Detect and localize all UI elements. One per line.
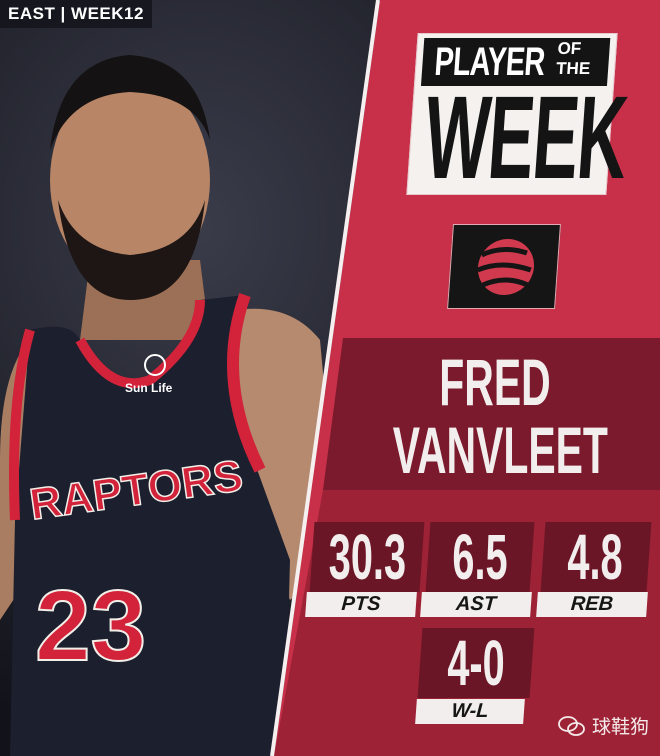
watermark: 球鞋狗 — [558, 712, 649, 739]
stat-value-pts: 30.3 — [328, 521, 407, 593]
wechat-icon — [558, 715, 585, 736]
raptors-logo — [447, 224, 561, 309]
jersey-sponsor: Sun Life — [125, 381, 173, 395]
conference-week-tag: EAST | WEEK12 — [0, 0, 152, 28]
raptors-claw-basketball-icon — [476, 239, 535, 295]
stat-label-pts: PTS — [305, 592, 417, 617]
stat-label-reb: REB — [536, 592, 648, 617]
player-of-the-week-title: PLAYER OF THE WEEK — [406, 33, 631, 204]
stat-label-wl: W-L — [415, 699, 525, 724]
stat-value-ast: 6.5 — [452, 521, 508, 593]
stat-label-ast: AST — [420, 592, 532, 617]
jersey-number: 23 — [35, 570, 146, 682]
title-week: WEEK — [420, 72, 631, 204]
player-last-name: VANVLEET — [392, 413, 608, 487]
title-of: OF — [556, 39, 582, 58]
player-first-name: FRED — [439, 345, 551, 419]
watermark-text: 球鞋狗 — [592, 717, 650, 738]
stat-value-wl: 4-0 — [447, 627, 505, 699]
stat-value-reb: 4.8 — [567, 521, 623, 593]
